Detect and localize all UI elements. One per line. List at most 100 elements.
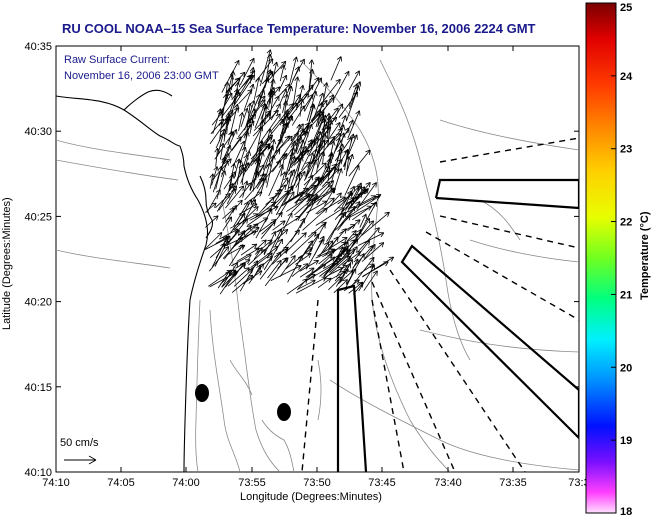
current-vector — [251, 164, 265, 184]
current-vector — [272, 220, 286, 231]
current-vector — [301, 137, 319, 171]
current-vector — [274, 212, 293, 247]
current-vector — [297, 279, 316, 290]
current-vector — [352, 245, 374, 269]
current-vector — [225, 185, 245, 209]
current-vector — [264, 257, 288, 287]
current-vector — [351, 182, 362, 201]
current-vector — [324, 236, 339, 256]
colorbar-ticks: 25 24 23 22 21 20 19 18 — [611, 2, 633, 518]
current-vector — [354, 240, 370, 260]
current-vector — [348, 70, 360, 90]
current-vector — [326, 115, 332, 140]
current-vector — [279, 255, 296, 278]
x-tick-label: 73:50 — [303, 477, 331, 489]
station-marker-1 — [195, 384, 209, 402]
y-axis-ticks: 40:35 40:30 40:25 40:20 40:15 40:10 — [24, 41, 579, 479]
current-vector — [262, 188, 282, 210]
current-vector — [222, 207, 235, 220]
y-tick-label: 40:35 — [24, 41, 52, 53]
current-vector — [220, 160, 229, 178]
current-vector — [239, 154, 249, 177]
current-vector — [327, 192, 342, 209]
current-vector — [225, 112, 231, 135]
current-vector — [284, 93, 302, 120]
current-vector — [336, 132, 346, 163]
current-vector — [217, 270, 230, 289]
current-vector — [224, 109, 234, 122]
current-vector — [304, 104, 316, 136]
current-vector — [319, 253, 350, 277]
current-vector — [220, 107, 240, 130]
current-vector — [228, 163, 237, 192]
current-vector — [346, 153, 354, 172]
study-box-east — [434, 178, 579, 210]
current-vector — [328, 228, 347, 249]
y-tick-label: 40:15 — [24, 382, 52, 394]
current-vector — [297, 131, 309, 155]
current-vector — [206, 189, 221, 214]
current-vector — [279, 64, 286, 82]
current-vector — [250, 177, 267, 205]
current-vector — [299, 267, 315, 278]
chart-title: RU COOL NOAA–15 Sea Surface Temperature:… — [62, 21, 536, 36]
current-vector — [315, 136, 336, 163]
current-vector — [275, 229, 300, 259]
current-vector — [340, 241, 349, 258]
study-boxes — [336, 178, 579, 472]
x-axis-label: Longitude (Degrees:Minutes) — [240, 491, 382, 503]
current-vector — [352, 202, 377, 221]
current-vector — [229, 173, 235, 191]
current-vector — [347, 110, 361, 139]
current-vector — [307, 254, 333, 279]
current-vector — [239, 57, 255, 86]
current-vector — [357, 227, 380, 253]
x-tick-label: 73:35 — [499, 477, 527, 489]
map-layer — [56, 49, 579, 472]
y-axis-label: Latitude (Degrees:Minutes) — [1, 197, 13, 330]
x-tick-label: 73:3 — [568, 477, 589, 489]
current-vector — [268, 184, 286, 211]
current-vector — [290, 123, 304, 142]
current-vector — [243, 83, 255, 111]
current-vector — [295, 276, 327, 294]
current-vector — [239, 182, 252, 198]
current-vector — [263, 231, 277, 256]
current-vector — [225, 77, 241, 93]
current-vector — [240, 107, 249, 128]
colorbar-tick-label: 22 — [620, 217, 632, 229]
current-vector — [266, 154, 276, 188]
current-vector — [245, 103, 253, 141]
current-vector — [237, 217, 269, 236]
current-vector — [266, 86, 281, 103]
temperature-colorbar — [585, 2, 617, 514]
current-vector — [306, 90, 318, 122]
current-vector — [231, 164, 244, 193]
current-vector — [347, 219, 361, 232]
current-vector — [297, 156, 304, 172]
current-vector — [282, 93, 289, 113]
x-tick-label: 73:55 — [238, 477, 266, 489]
current-vector — [225, 74, 234, 101]
current-vector — [238, 203, 258, 215]
current-vector — [286, 66, 300, 94]
current-vector — [275, 215, 301, 233]
current-vector — [231, 74, 252, 101]
current-vector — [231, 254, 252, 267]
current-vector — [347, 229, 362, 254]
current-vector — [219, 228, 239, 240]
colorbar-tick-label: 24 — [620, 71, 633, 83]
current-vector — [296, 84, 305, 111]
current-vector — [288, 56, 299, 87]
current-vector — [347, 194, 382, 213]
current-vector — [252, 109, 279, 137]
current-vector — [317, 277, 332, 289]
current-vector — [279, 88, 288, 105]
current-vector — [302, 94, 314, 110]
current-vector — [348, 188, 369, 209]
current-vector — [270, 103, 281, 121]
current-vector — [260, 211, 283, 239]
current-vector — [304, 139, 313, 154]
y-tick-label: 40:25 — [24, 211, 52, 223]
current-vector — [313, 235, 325, 256]
